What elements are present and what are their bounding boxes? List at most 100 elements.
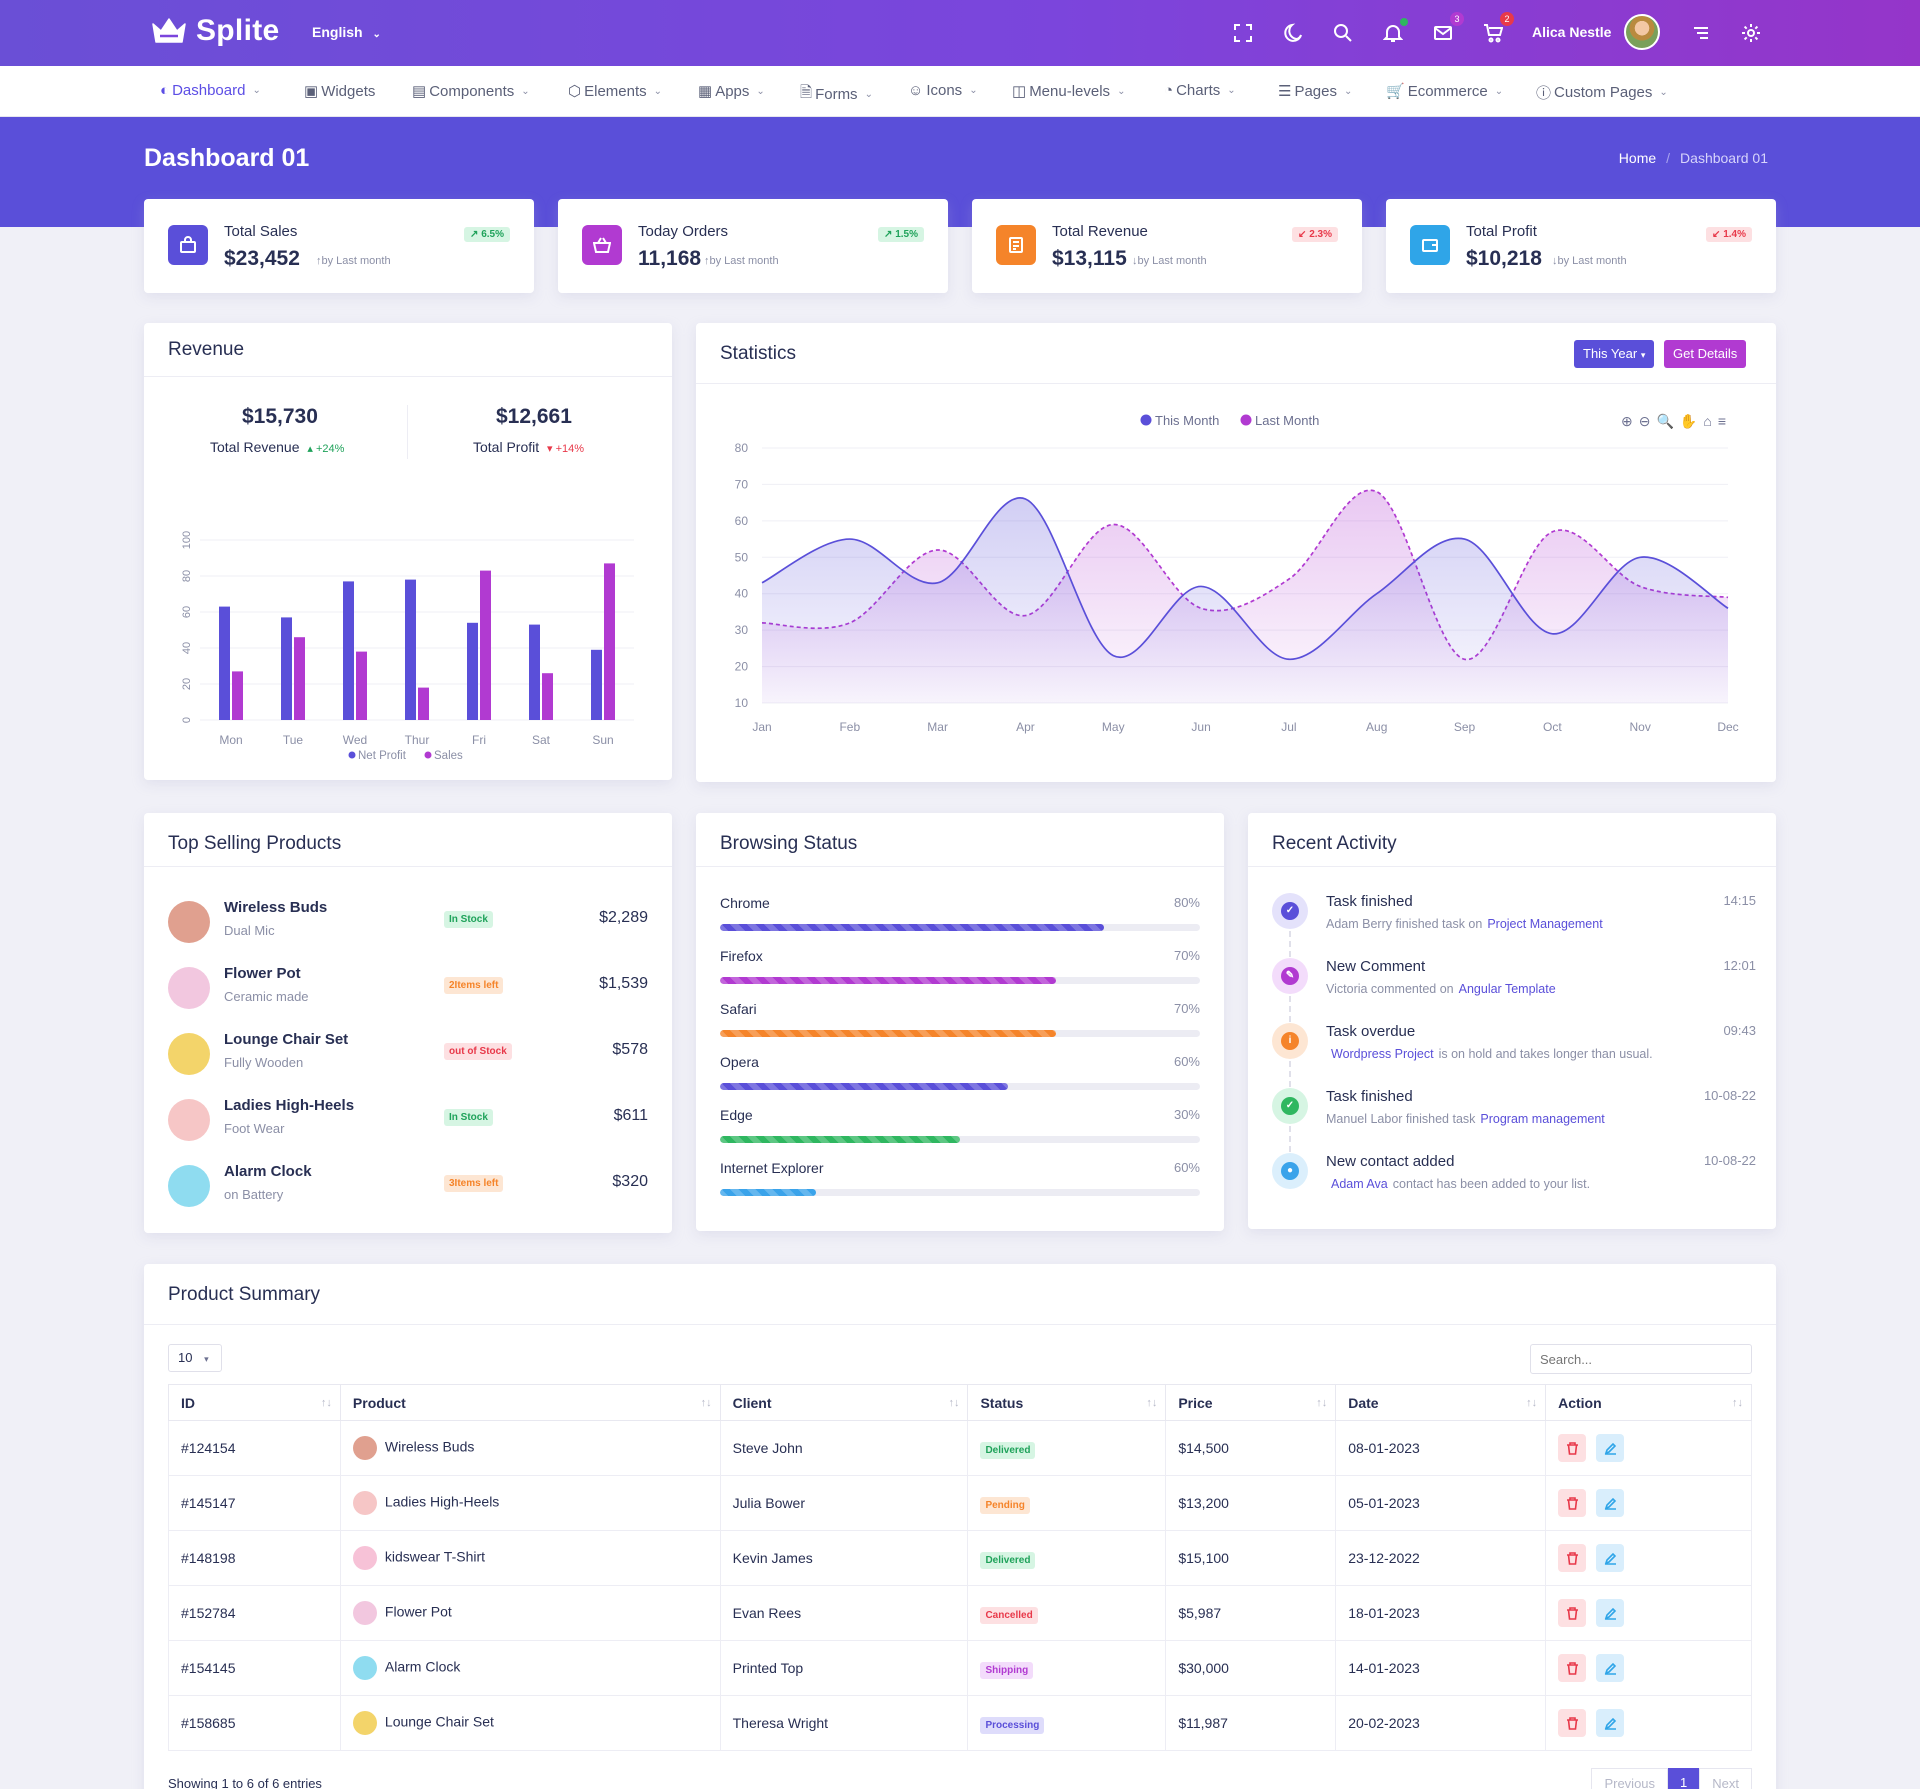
bar-net-profit[interactable] <box>467 622 478 720</box>
series-line-last-month[interactable] <box>761 489 1729 661</box>
notification-bell-icon[interactable] <box>1380 18 1408 46</box>
column-header[interactable]: ID ↑↓ <box>168 1384 341 1421</box>
zoom-in-icon[interactable]: ⊕ <box>1621 413 1633 429</box>
product-name: Lounge Chair Set <box>224 1031 349 1048</box>
bar-net-profit[interactable] <box>281 617 292 720</box>
product-row[interactable]: Ladies High-Heels Foot Wear In Stock $611 <box>168 1095 648 1155</box>
user-name[interactable]: Alica Nestle <box>1532 24 1612 40</box>
bar-sales[interactable] <box>232 671 243 720</box>
edit-pencil-icon[interactable] <box>1596 1544 1625 1572</box>
product-row[interactable]: Wireless Buds Dual Mic In Stock $2,289 <box>168 897 648 957</box>
search-icon[interactable] <box>1330 20 1356 46</box>
cart-icon[interactable]: 2 <box>1480 12 1514 46</box>
sort-arrows-icon[interactable]: ↑↓ <box>1316 1397 1328 1409</box>
edit-pencil-icon[interactable] <box>1596 1654 1625 1682</box>
nav-ecommerce[interactable]: 🛒 Ecommerce ⌄ <box>1386 82 1503 101</box>
sort-arrows-icon[interactable]: ↑↓ <box>1526 1397 1538 1409</box>
get-details-button[interactable]: Get Details <box>1664 340 1747 368</box>
edit-pencil-icon[interactable] <box>1596 1434 1625 1462</box>
column-header[interactable]: Date ↑↓ <box>1335 1384 1547 1421</box>
sort-arrows-icon[interactable]: ↑↓ <box>700 1397 712 1409</box>
legend-label[interactable]: Sales <box>434 750 463 762</box>
sort-arrows-icon[interactable]: ↑↓ <box>948 1397 960 1409</box>
column-header[interactable]: Action ↑↓ <box>1545 1384 1752 1421</box>
pagination-next[interactable]: Next <box>1699 1768 1752 1789</box>
delete-trash-icon[interactable] <box>1558 1599 1587 1627</box>
column-header[interactable]: Client ↑↓ <box>719 1384 969 1421</box>
edit-pencil-icon[interactable] <box>1596 1709 1625 1737</box>
bar-net-profit[interactable] <box>219 606 230 720</box>
pan-hand-icon[interactable]: ✋ <box>1679 413 1698 429</box>
nav-icons[interactable]: ☺ Icons ⌄ <box>908 82 978 99</box>
nav-menu-levels[interactable]: ◫ Menu-levels ⌄ <box>1012 82 1125 101</box>
bar-sales[interactable] <box>542 673 553 720</box>
column-header[interactable]: Status ↑↓ <box>967 1384 1167 1421</box>
nav-apps[interactable]: ▦ Apps ⌄ <box>698 82 765 101</box>
settings-gear-icon[interactable] <box>1738 20 1764 46</box>
magnify-icon[interactable]: 🔍 <box>1656 413 1674 429</box>
bar-sales[interactable] <box>356 651 367 720</box>
column-header[interactable]: Product ↑↓ <box>339 1384 721 1421</box>
chart-menu-icon[interactable]: ≡ <box>1717 413 1726 429</box>
series-line-this-month[interactable] <box>761 497 1729 661</box>
x-tick-label: Apr <box>1016 720 1035 734</box>
fullscreen-icon[interactable] <box>1230 20 1256 46</box>
delete-trash-icon[interactable] <box>1558 1654 1587 1682</box>
edit-pencil-icon[interactable] <box>1596 1599 1625 1627</box>
menu-lines-icon[interactable] <box>1688 20 1714 46</box>
table-search-input[interactable] <box>1530 1344 1752 1374</box>
sort-arrows-icon[interactable]: ↑↓ <box>1732 1397 1743 1409</box>
delete-trash-icon[interactable] <box>1558 1489 1587 1517</box>
product-row[interactable]: Alarm Clock on Battery 3Items left $320 <box>168 1161 648 1221</box>
nav-custom-pages[interactable]: ⓘ Custom Pages ⌄ <box>1536 82 1668 103</box>
bar-net-profit[interactable] <box>529 624 540 720</box>
delete-trash-icon[interactable] <box>1558 1544 1587 1572</box>
reset-home-icon[interactable]: ⌂ <box>1703 413 1712 429</box>
activity-check-icon: ✓ <box>1272 1088 1308 1124</box>
top-bar: Splite English ⌄ 3 2 Alica Nestle <box>0 0 1920 66</box>
nav-forms[interactable]: 🗎 Forms ⌄ <box>800 82 873 107</box>
column-header[interactable]: Price ↑↓ <box>1165 1384 1337 1421</box>
pagination-previous[interactable]: Previous <box>1591 1768 1669 1789</box>
bar-sales[interactable] <box>604 563 615 720</box>
nav-components[interactable]: ▤ Components ⌄ <box>412 82 530 101</box>
mail-icon[interactable]: 3 <box>1430 12 1464 46</box>
bar-net-profit[interactable] <box>591 649 602 720</box>
sort-arrows-icon[interactable]: ↑↓ <box>1146 1397 1158 1409</box>
breadcrumb-home[interactable]: Home <box>1618 150 1657 166</box>
nav-pages[interactable]: ☰ Pages ⌄ <box>1278 82 1352 101</box>
browser-name: Opera <box>720 1054 759 1070</box>
legend-label[interactable]: Last Month <box>1255 413 1319 428</box>
language-select[interactable]: English ⌄ <box>312 24 381 40</box>
legend-label[interactable]: This Month <box>1155 413 1219 428</box>
activity-link[interactable]: Adam Ava <box>1331 1177 1388 1191</box>
nav-elements[interactable]: ⬡ Elements ⌄ <box>568 82 662 101</box>
pagination-page[interactable]: 1 <box>1668 1768 1700 1789</box>
legend-label[interactable]: Net Profit <box>358 750 407 762</box>
activity-link[interactable]: Project Management <box>1487 917 1603 931</box>
user-avatar[interactable] <box>1624 14 1660 50</box>
sort-arrows-icon[interactable]: ↑↓ <box>320 1397 332 1409</box>
page-size-select[interactable]: 10 ▾ <box>168 1344 222 1372</box>
bar-sales[interactable] <box>418 687 429 720</box>
delete-trash-icon[interactable] <box>1558 1709 1587 1737</box>
this-year-dropdown-button[interactable]: This Year ▾ <box>1574 340 1655 368</box>
activity-link[interactable]: Program management <box>1480 1112 1605 1126</box>
product-row[interactable]: Lounge Chair Set Fully Wooden out of Stock… <box>168 1029 648 1089</box>
bar-sales[interactable] <box>294 637 305 720</box>
nav-charts[interactable]: ◔ Charts ⌄ <box>1164 82 1236 99</box>
edit-pencil-icon[interactable] <box>1596 1489 1625 1517</box>
bar-sales[interactable] <box>480 570 491 720</box>
delete-trash-icon[interactable] <box>1558 1434 1587 1462</box>
bar-net-profit[interactable] <box>343 581 354 720</box>
brand-logo[interactable]: Splite <box>150 14 279 48</box>
activity-link[interactable]: Angular Template <box>1458 982 1556 996</box>
bar-net-profit[interactable] <box>405 579 416 720</box>
cell-product: Wireless Buds <box>339 1420 721 1476</box>
zoom-out-icon[interactable]: ⊖ <box>1638 413 1651 429</box>
product-row[interactable]: Flower Pot Ceramic made 2Items left $1,539 <box>168 963 648 1023</box>
nav-dashboard[interactable]: ◐ Dashboard ⌄ <box>160 82 261 99</box>
nav-widgets[interactable]: ▣ Widgets <box>304 82 375 101</box>
activity-link[interactable]: Wordpress Project <box>1331 1047 1434 1061</box>
dark-mode-moon-icon[interactable] <box>1280 20 1306 46</box>
